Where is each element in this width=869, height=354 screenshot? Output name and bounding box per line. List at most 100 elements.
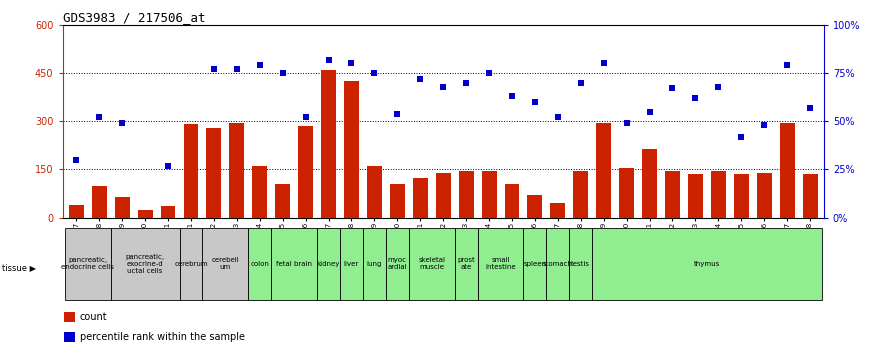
- Point: [414, 76, 428, 82]
- Bar: [298, 126, 313, 218]
- Point: [322, 57, 335, 62]
- Point: [734, 134, 748, 139]
- Bar: [665, 171, 680, 218]
- Text: cerebrum: cerebrum: [174, 261, 208, 267]
- Bar: [344, 81, 359, 218]
- Point: [803, 105, 817, 110]
- Text: cerebell
um: cerebell um: [211, 257, 239, 270]
- Bar: [408, 228, 454, 300]
- Bar: [505, 184, 520, 218]
- Bar: [183, 125, 198, 218]
- Bar: [478, 228, 523, 300]
- Point: [161, 163, 175, 169]
- Text: prost
ate: prost ate: [457, 257, 475, 270]
- Bar: [340, 228, 363, 300]
- Bar: [367, 166, 381, 218]
- Point: [299, 115, 313, 120]
- Text: small
intestine: small intestine: [485, 257, 516, 270]
- Bar: [252, 166, 267, 218]
- Bar: [574, 171, 588, 218]
- Bar: [386, 228, 408, 300]
- Bar: [596, 123, 611, 218]
- Bar: [271, 228, 317, 300]
- Bar: [390, 184, 405, 218]
- Text: stomach: stomach: [543, 261, 573, 267]
- Point: [344, 61, 358, 66]
- Bar: [523, 228, 547, 300]
- Point: [757, 122, 771, 128]
- Text: GDS3983 / 217506_at: GDS3983 / 217506_at: [63, 11, 205, 24]
- Bar: [207, 128, 222, 218]
- Point: [688, 95, 702, 101]
- Bar: [454, 228, 478, 300]
- Bar: [733, 174, 749, 218]
- Point: [92, 115, 106, 120]
- Bar: [275, 184, 290, 218]
- Bar: [569, 228, 593, 300]
- Bar: [547, 228, 569, 300]
- Bar: [435, 173, 451, 218]
- Bar: [92, 185, 107, 218]
- Bar: [137, 210, 153, 218]
- Point: [712, 84, 726, 89]
- Text: spleen: spleen: [523, 261, 547, 267]
- Point: [505, 93, 519, 99]
- Text: fetal brain: fetal brain: [276, 261, 312, 267]
- Text: liver: liver: [344, 261, 359, 267]
- Bar: [593, 228, 821, 300]
- Point: [116, 120, 129, 126]
- Point: [620, 120, 634, 126]
- Bar: [413, 177, 428, 218]
- Bar: [459, 171, 474, 218]
- Bar: [363, 228, 386, 300]
- Bar: [688, 174, 703, 218]
- Text: percentile rank within the sample: percentile rank within the sample: [80, 332, 245, 342]
- Bar: [757, 173, 772, 218]
- Text: testis: testis: [571, 261, 590, 267]
- Text: colon: colon: [250, 261, 269, 267]
- Bar: [65, 228, 110, 300]
- Bar: [317, 228, 340, 300]
- Point: [436, 84, 450, 89]
- Bar: [229, 123, 244, 218]
- Point: [574, 80, 587, 85]
- Text: pancreatic,
exocrine-d
uctal cells: pancreatic, exocrine-d uctal cells: [125, 254, 164, 274]
- Bar: [642, 149, 657, 218]
- Point: [230, 66, 244, 72]
- Bar: [249, 228, 271, 300]
- Bar: [550, 203, 566, 218]
- Bar: [110, 228, 180, 300]
- Bar: [202, 228, 249, 300]
- Text: skeletal
muscle: skeletal muscle: [418, 257, 445, 270]
- Point: [253, 62, 267, 68]
- Point: [207, 66, 221, 72]
- Bar: [711, 171, 726, 218]
- Point: [368, 70, 381, 76]
- Bar: [779, 123, 794, 218]
- Bar: [620, 168, 634, 218]
- Point: [459, 80, 473, 85]
- Text: tissue ▶: tissue ▶: [2, 263, 36, 272]
- Point: [390, 111, 404, 116]
- Point: [780, 62, 794, 68]
- Bar: [481, 171, 496, 218]
- Bar: [321, 70, 336, 218]
- Bar: [803, 174, 818, 218]
- Point: [597, 61, 611, 66]
- Bar: [527, 195, 542, 218]
- Text: myoc
ardial: myoc ardial: [388, 257, 408, 270]
- Point: [666, 86, 680, 91]
- Text: pancreatic,
endocrine cells: pancreatic, endocrine cells: [62, 257, 114, 270]
- Text: kidney: kidney: [317, 261, 341, 267]
- Bar: [161, 206, 176, 218]
- Text: thymus: thymus: [693, 261, 720, 267]
- Text: count: count: [80, 312, 108, 322]
- Bar: [115, 197, 129, 218]
- Point: [551, 115, 565, 120]
- Point: [528, 99, 542, 105]
- Bar: [69, 205, 83, 218]
- Point: [70, 157, 83, 163]
- Point: [482, 70, 496, 76]
- Text: lung: lung: [367, 261, 382, 267]
- Point: [275, 70, 289, 76]
